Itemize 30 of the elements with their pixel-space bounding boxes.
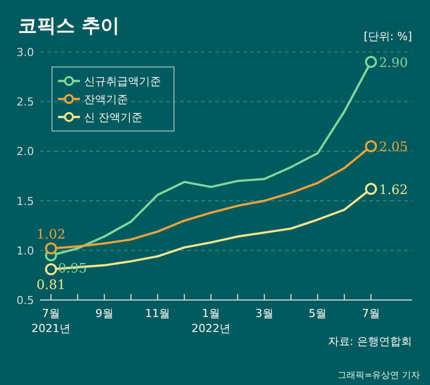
text: [단위: %] (364, 30, 412, 43)
x-tick-label: 5월 (308, 307, 327, 320)
annotation: 0.81 (36, 278, 66, 294)
y-tick-label: 3.0 (16, 46, 34, 59)
annotation: 1.02 (36, 227, 66, 242)
point (45, 263, 57, 276)
text: 그래픽=유상연 기자 (338, 371, 420, 381)
point (45, 242, 57, 254)
x-tick-label: 9월 (95, 307, 114, 320)
x-tick-label: 7월 2021년 (32, 307, 70, 335)
annotation: 2.05 (379, 140, 408, 156)
point (365, 140, 377, 152)
y-tick-label: 2.0 (16, 145, 34, 158)
y-tick-label: 1.0 (16, 244, 34, 258)
legend-label: 신규취급액기준 (84, 75, 161, 88)
x-tick-label: 7월 (362, 307, 380, 320)
point (365, 56, 377, 68)
legend-label: 신 잔액기준 (84, 111, 142, 124)
y-tick-label: 1.5 (16, 194, 34, 208)
x-tick-label: 11월 (145, 307, 170, 320)
chart-title: 코픽스 추이 (18, 15, 120, 37)
annotation: 1.62 (379, 182, 408, 198)
annotation: 2.90 (379, 56, 408, 71)
y-tick-label: 0.5 (16, 294, 34, 307)
x-tick-label: 3월 (255, 307, 274, 320)
y-tick-label: 2.5 (16, 96, 34, 109)
text: 자료: 은행연합회 (328, 335, 412, 348)
legend-label: 잔액기준 (84, 93, 128, 106)
x-tick-label: 1월 2022년 (192, 307, 230, 335)
point (365, 182, 377, 195)
